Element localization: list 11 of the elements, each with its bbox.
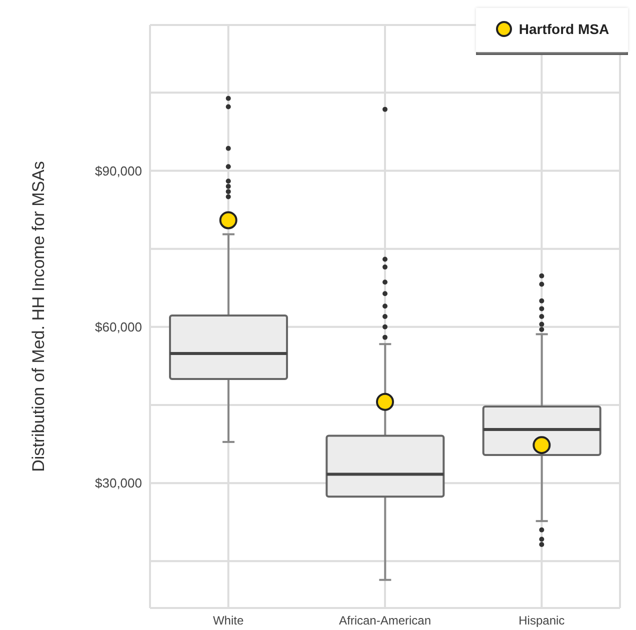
point bbox=[219, 211, 238, 230]
x-tick-label: White bbox=[212, 614, 244, 628]
y-tick-label: $60,000 bbox=[95, 320, 142, 335]
y-tick-label: $90,000 bbox=[95, 163, 142, 178]
point bbox=[376, 392, 394, 411]
y-tick-label: $30,000 bbox=[95, 476, 142, 491]
point bbox=[532, 436, 551, 454]
x-tick-label: African-American bbox=[338, 614, 432, 628]
legend-label: Hartford MSA bbox=[518, 21, 610, 37]
y-axis-title: Distribution of Med. HH Income for MSAs bbox=[29, 161, 48, 472]
x-tick-label: Hispanic bbox=[518, 614, 565, 628]
